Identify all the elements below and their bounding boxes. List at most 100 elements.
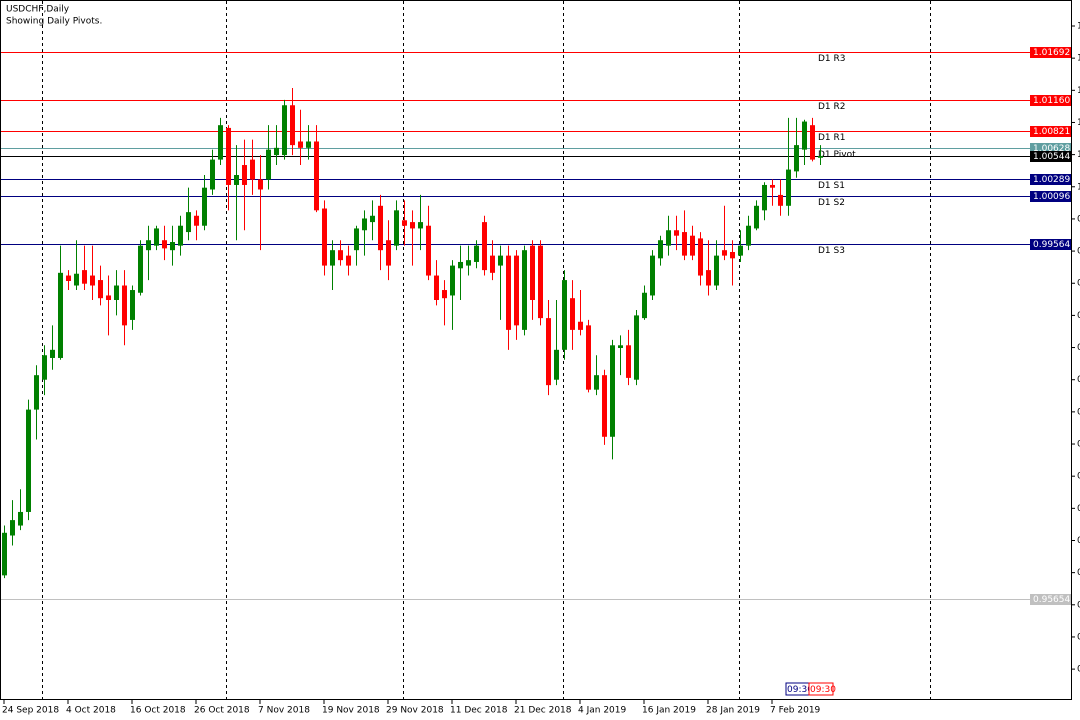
- chart-subtitle: Showing Daily Pivots.: [6, 17, 102, 27]
- candle-body: [434, 275, 439, 300]
- candle-body: [378, 205, 383, 251]
- candle-body: [154, 228, 159, 246]
- candle-body: [234, 175, 239, 185]
- candle-body: [218, 125, 223, 160]
- candle-body: [242, 165, 247, 185]
- candle-body: [314, 141, 319, 211]
- candle-body: [690, 235, 695, 256]
- candle-body: [634, 315, 639, 380]
- candle-body: [322, 208, 327, 266]
- candle-body: [458, 261, 463, 269]
- candle-body: [602, 375, 607, 437]
- chart-title: USDCHF,Daily: [6, 5, 70, 15]
- candle-body: [474, 245, 479, 262]
- price-box-label: 1.01692: [1033, 48, 1070, 58]
- level-name: D1 R3: [818, 54, 846, 64]
- candle-body: [138, 245, 143, 293]
- y-tick-label: 0.99845: [1077, 214, 1080, 224]
- price-box: [1030, 239, 1071, 250]
- candle-body: [674, 230, 679, 236]
- x-tick-label: 16 Oct 2018: [130, 706, 186, 716]
- candle-body: [170, 242, 175, 251]
- candle-body: [178, 225, 183, 246]
- level-name: D1 R2: [818, 102, 846, 112]
- candle-body: [626, 345, 631, 378]
- candle-body: [386, 240, 391, 266]
- candle-body: [274, 147, 279, 156]
- candle-body: [394, 210, 399, 246]
- candle-body: [778, 194, 783, 206]
- candle-body: [370, 215, 375, 223]
- x-tick-label: 24 Sep 2018: [2, 706, 59, 716]
- candle-body: [42, 355, 47, 380]
- candle-body: [738, 245, 743, 256]
- x-tick-label: 16 Jan 2019: [642, 706, 696, 716]
- y-tick-label: 0.99135: [1077, 279, 1080, 289]
- candle-body: [594, 375, 599, 390]
- price-box-label: 1.00544: [1033, 152, 1070, 162]
- candle-body: [146, 240, 151, 251]
- candle-body: [202, 187, 207, 226]
- candle-body: [714, 255, 719, 286]
- candle-body: [194, 215, 199, 226]
- candle-body: [306, 141, 311, 148]
- level-name: D1 S3: [818, 246, 845, 256]
- candle-body: [58, 272, 63, 358]
- candle-body: [442, 290, 447, 299]
- candle-body: [90, 275, 95, 286]
- candle-body: [754, 205, 759, 229]
- y-tick-label: 0.96650: [1077, 504, 1080, 514]
- candle-body: [498, 255, 503, 266]
- candle-body: [650, 255, 655, 296]
- x-tick-label: 29 Nov 2018: [386, 706, 444, 716]
- candle-body: [682, 232, 687, 256]
- candle-body: [794, 145, 799, 172]
- candle-body: [770, 184, 775, 188]
- candle-body: [418, 222, 423, 229]
- candle-body: [546, 318, 551, 386]
- candle-body: [802, 121, 807, 150]
- price-box: [1030, 174, 1071, 185]
- candle-body: [810, 125, 815, 160]
- candle-body: [450, 265, 455, 296]
- candle-body: [298, 141, 303, 148]
- price-box: [1030, 151, 1071, 162]
- candle-body: [698, 238, 703, 276]
- y-tick-label: 0.95230: [1077, 632, 1080, 642]
- candle-body: [610, 345, 615, 437]
- candle-body: [466, 260, 471, 266]
- price-box-label: 1.00096: [1033, 192, 1070, 202]
- candle-body: [402, 220, 407, 226]
- candle-body: [490, 255, 495, 273]
- candle-body: [642, 292, 647, 319]
- y-tick-label: 0.99490: [1077, 247, 1080, 257]
- candle-body: [34, 375, 39, 410]
- candle-body: [618, 345, 623, 349]
- candle-body: [578, 321, 583, 330]
- candle-body: [346, 255, 351, 266]
- level-name: D1 S1: [818, 181, 845, 191]
- candle-body: [226, 127, 231, 185]
- price-box: [1030, 143, 1071, 154]
- candle-body: [2, 532, 7, 576]
- x-tick-label: 21 Dec 2018: [514, 706, 572, 716]
- y-tick-label: 0.98070: [1077, 375, 1080, 385]
- candle-body: [50, 349, 55, 358]
- price-box-label: 1.00821: [1033, 127, 1070, 137]
- candle-body: [762, 184, 767, 211]
- candle-body: [514, 255, 519, 326]
- price-box-label: 0.99564: [1033, 240, 1070, 250]
- y-tick-label: 1.00555: [1077, 150, 1080, 160]
- level-name: D1 S2: [818, 198, 845, 208]
- price-box-label: 1.00628: [1033, 144, 1070, 154]
- candle-body: [530, 245, 535, 300]
- candle-body: [538, 245, 543, 319]
- x-tick-label: 7 Nov 2018: [258, 706, 310, 716]
- candle-body: [162, 240, 167, 249]
- candle-body: [786, 169, 791, 206]
- candle-body: [506, 255, 511, 330]
- y-tick-label: 0.97360: [1077, 440, 1080, 450]
- candle-body: [522, 250, 527, 330]
- candle-body: [482, 222, 487, 271]
